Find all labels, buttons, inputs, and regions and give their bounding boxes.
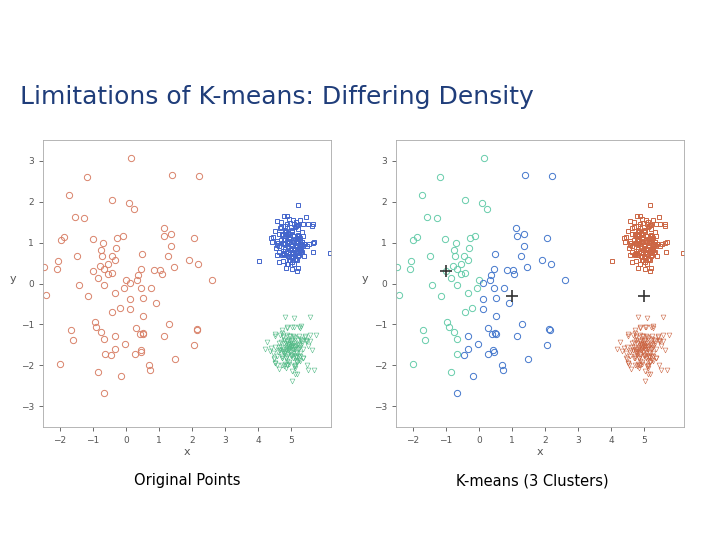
Text: K-means (3 Clusters): K-means (3 Clusters) [456, 473, 609, 488]
Text: Limitations of K-means: Differing Density: Limitations of K-means: Differing Densit… [20, 85, 534, 109]
Text: Original Points: Original Points [134, 473, 240, 488]
X-axis label: x: x [184, 448, 191, 457]
Y-axis label: y: y [9, 273, 16, 284]
X-axis label: x: x [536, 448, 544, 457]
Y-axis label: y: y [362, 273, 369, 284]
